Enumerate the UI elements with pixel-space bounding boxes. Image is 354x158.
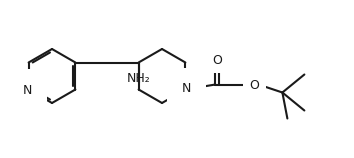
Text: N: N — [23, 83, 32, 97]
Text: O: O — [212, 54, 222, 67]
Text: NH₂: NH₂ — [127, 73, 150, 85]
Text: O: O — [250, 79, 259, 92]
Text: N: N — [182, 82, 191, 95]
